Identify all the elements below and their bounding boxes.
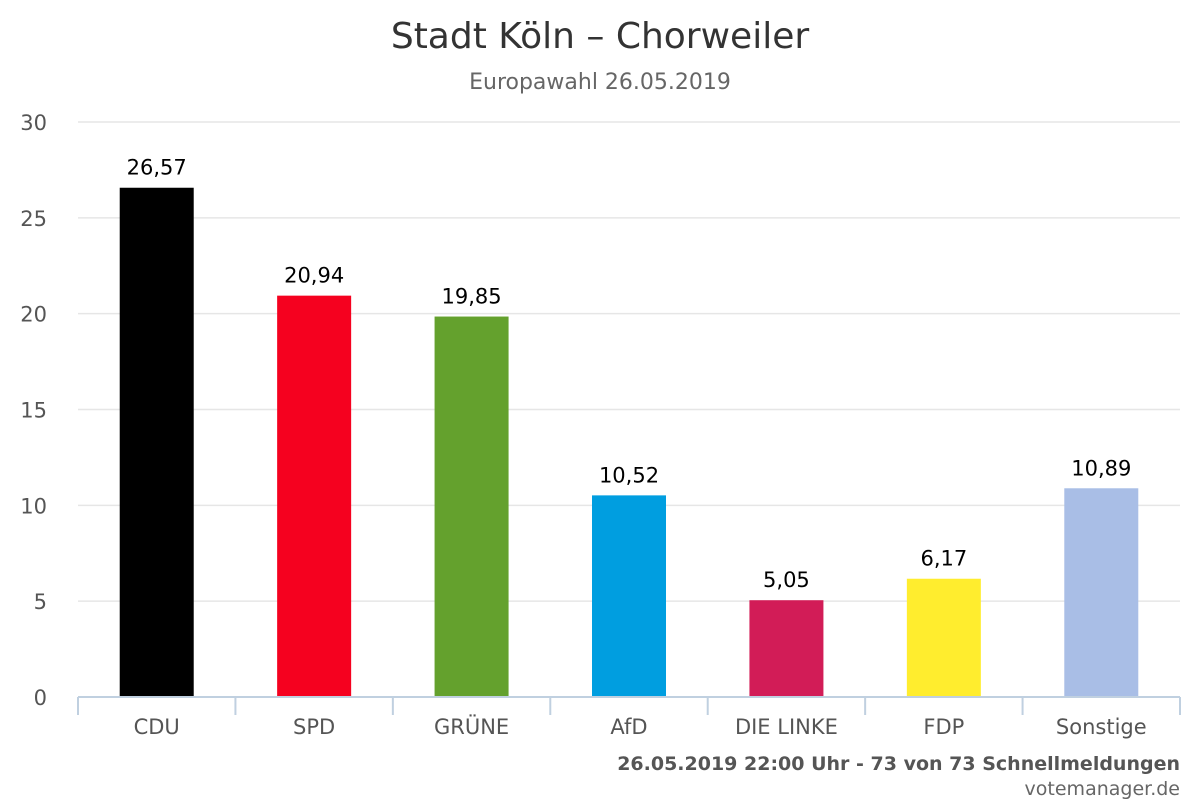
bar-die-linke [749, 600, 824, 697]
x-tick-label: AfD [610, 715, 647, 739]
data-label: 19,85 [442, 285, 502, 309]
data-label: 10,89 [1071, 456, 1131, 480]
x-tick-label: FDP [923, 715, 964, 739]
data-label: 26,57 [127, 156, 187, 180]
y-tick-label: 30 [20, 111, 47, 135]
x-tick-label: CDU [134, 715, 180, 739]
y-axis-ticks: 0 5 10 15 20 25 30 [20, 111, 47, 710]
y-tick-label: 15 [20, 399, 47, 423]
gridlines [78, 121, 1180, 602]
bar-afd [592, 495, 666, 697]
bar-fdp [906, 578, 981, 697]
bar-sonstige [1064, 488, 1139, 697]
bar-spd [277, 295, 352, 697]
bars [119, 187, 1139, 697]
x-tick-label: DIE LINKE [735, 715, 838, 739]
x-axis: CDU SPD GRÜNE AfD DIE LINKE FDP Sonstige [77, 696, 1181, 739]
y-tick-label: 10 [20, 494, 47, 518]
credit-link[interactable]: votemanager.de [1024, 778, 1180, 800]
y-tick-label: 5 [34, 590, 47, 614]
data-label: 10,52 [599, 463, 659, 487]
x-tick-label: GRÜNE [434, 714, 509, 739]
data-labels: 26,57 20,94 19,85 10,52 5,05 6,17 10,89 [127, 156, 1132, 592]
data-label: 6,17 [920, 547, 967, 571]
chart-subtitle: Europawahl 26.05.2019 [469, 70, 731, 95]
data-label: 20,94 [284, 264, 344, 288]
x-tick-label: SPD [293, 715, 335, 739]
bar-cdu [119, 187, 194, 697]
chart-title: Stadt Köln – Chorweiler [391, 16, 810, 57]
x-tick-label: Sonstige [1056, 715, 1147, 739]
status-footer: 26.05.2019 22:00 Uhr - 73 von 73 Schnell… [617, 753, 1180, 775]
y-tick-label: 0 [34, 686, 47, 710]
bar-gr-ne [434, 316, 509, 697]
data-label: 5,05 [763, 568, 810, 592]
y-tick-label: 25 [20, 207, 47, 231]
y-tick-label: 20 [20, 303, 47, 327]
